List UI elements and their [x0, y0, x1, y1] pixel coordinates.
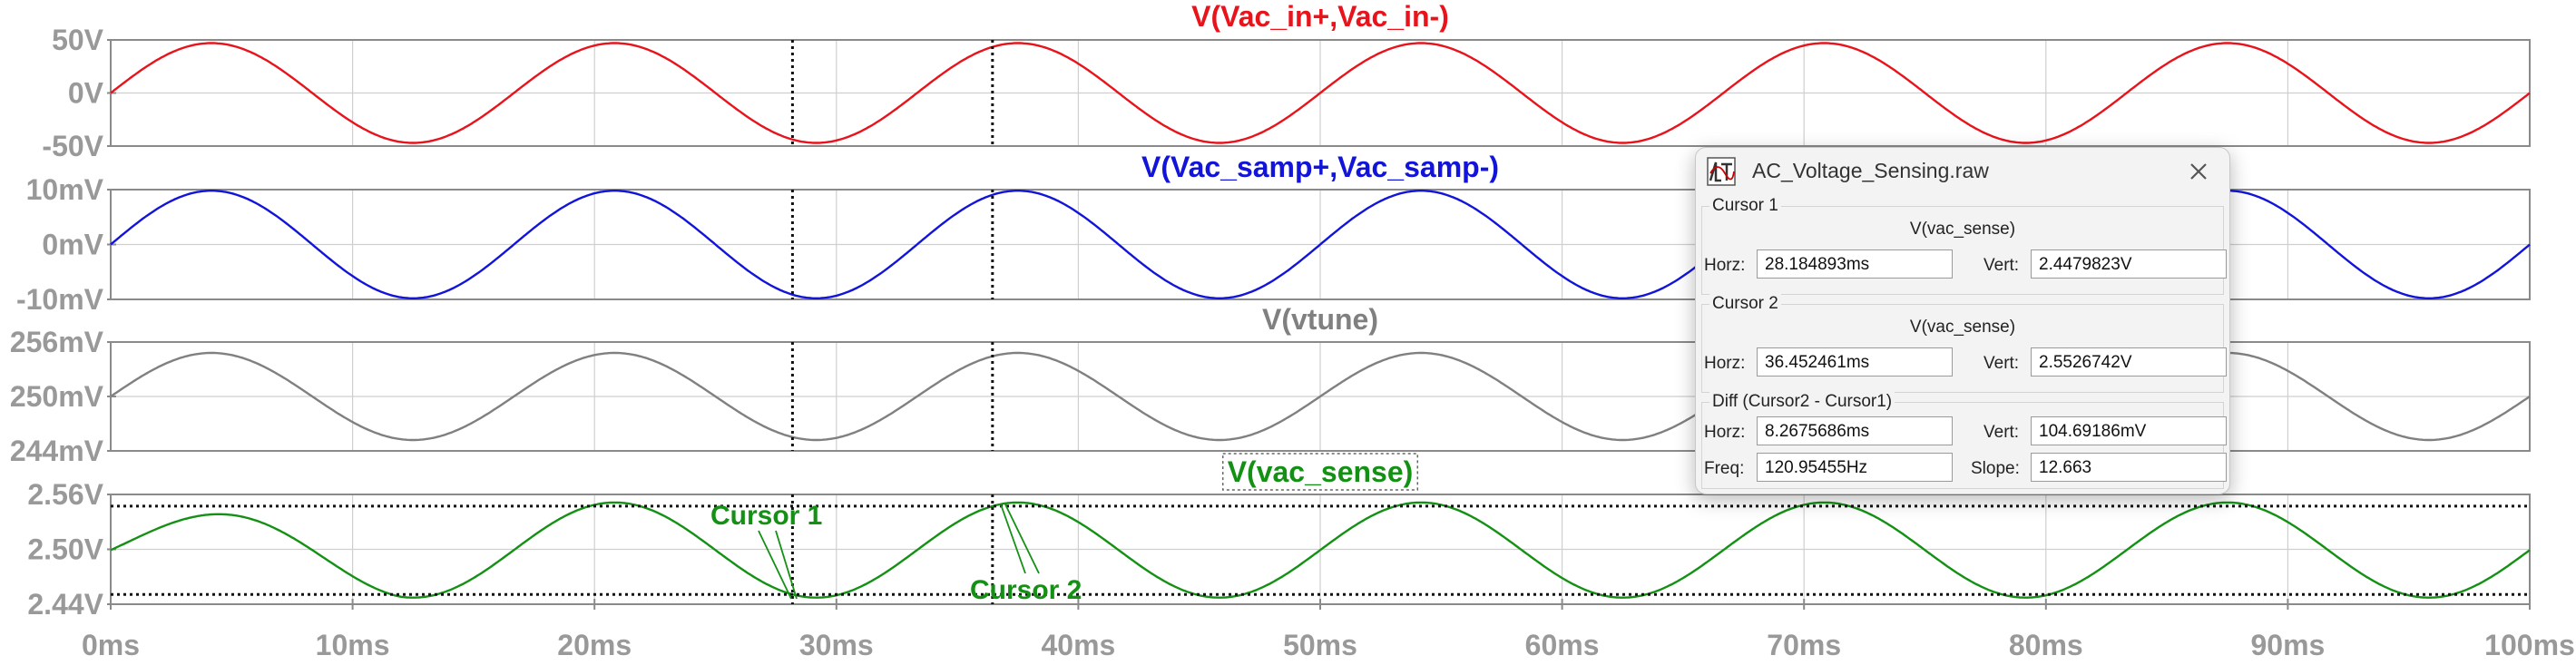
y-tick-label: 2.56V	[27, 478, 103, 511]
y-tick-label: 244mV	[10, 435, 104, 467]
y-tick-label: -10mV	[16, 283, 104, 316]
x-tick-label: 10ms	[316, 629, 390, 661]
trace-title: V(Vac_samp+,Vac_samp-)	[1141, 151, 1499, 183]
cursor1-horz-field[interactable]: 28.184893ms	[1757, 249, 1953, 279]
cursor1-vert-label: Vert:	[1983, 256, 2020, 275]
cursor-2-pointer	[1004, 504, 1040, 574]
cursor1-signal: V(vac_sense)	[1909, 220, 2016, 239]
cursor2-horz-field[interactable]: 36.452461ms	[1757, 347, 1953, 377]
diff-group: Diff (Cursor2 - Cursor1) Horz: 8.2675686…	[1701, 392, 2227, 489]
diff-slope-label: Slope:	[1971, 459, 2020, 478]
diff-freq-label: Freq:	[1704, 459, 1745, 478]
y-tick-label: 256mV	[10, 326, 104, 358]
cursor-1-pointer	[775, 530, 798, 600]
x-tick-label: 80ms	[2009, 629, 2083, 661]
y-tick-label: 2.50V	[27, 533, 103, 566]
cursor1-group-label: Cursor 1	[1709, 196, 1781, 216]
cursor2-vert-label: Vert:	[1983, 354, 2020, 373]
dialog-titlebar[interactable]: AC_Voltage_Sensing.raw	[1696, 148, 2229, 195]
cursor-2-annotation: Cursor 2	[970, 575, 1082, 605]
diff-slope-field[interactable]: 12.663	[2031, 453, 2227, 482]
y-tick-label: 10mV	[26, 173, 104, 206]
x-tick-label: 50ms	[1283, 629, 1357, 661]
cursor1-vert-field[interactable]: 2.4479823V	[2031, 249, 2227, 279]
ltspice-app-icon	[1707, 157, 1736, 186]
cursor2-signal: V(vac_sense)	[1909, 318, 2016, 337]
x-tick-label: 0ms	[82, 629, 140, 661]
y-tick-label: 0mV	[42, 229, 103, 261]
cursor2-group: Cursor 2 V(vac_sense) Horz: 36.452461ms …	[1701, 294, 2227, 393]
x-tick-label: 100ms	[2484, 629, 2575, 661]
waveform-trace	[110, 42, 2531, 144]
y-tick-label: 250mV	[10, 380, 104, 413]
x-tick-label: 40ms	[1041, 629, 1115, 661]
x-tick-label: 60ms	[1525, 629, 1600, 661]
trace-title: V(vac_sense)	[1228, 455, 1414, 488]
x-tick-label: 20ms	[557, 629, 632, 661]
cursor1-horz-label: Horz:	[1704, 256, 1746, 275]
cursor2-horz-label: Horz:	[1704, 354, 1746, 373]
trace-title-box	[1221, 453, 1419, 491]
cursor-2-pointer	[1000, 504, 1026, 574]
diff-horz-label: Horz:	[1704, 423, 1746, 442]
x-tick-label: 30ms	[799, 629, 874, 661]
diff-group-label: Diff (Cursor2 - Cursor1)	[1709, 392, 1895, 412]
diff-horz-field[interactable]: 8.2675686ms	[1757, 416, 1953, 445]
y-tick-label: 0V	[68, 77, 104, 110]
cursor-1-annotation: Cursor 1	[710, 501, 822, 531]
y-tick-label: 50V	[52, 24, 104, 56]
cursor2-vert-field[interactable]: 2.5526742V	[2031, 347, 2227, 377]
cursor-dialog[interactable]: AC_Voltage_Sensing.raw Cursor 1 V(vac_se…	[1695, 147, 2230, 494]
trace-title: V(Vac_in+,Vac_in-)	[1191, 0, 1449, 33]
cursor2-group-label: Cursor 2	[1709, 294, 1781, 314]
x-tick-label: 70ms	[1767, 629, 1841, 661]
close-icon[interactable]	[2180, 153, 2217, 190]
diff-vert-field[interactable]: 104.69186mV	[2031, 416, 2227, 445]
trace-title: V(vtune)	[1262, 303, 1378, 336]
diff-freq-field[interactable]: 120.95455Hz	[1757, 453, 1953, 482]
x-tick-label: 90ms	[2250, 629, 2325, 661]
dialog-title: AC_Voltage_Sensing.raw	[1752, 159, 1989, 182]
y-tick-label: -50V	[42, 130, 103, 162]
cursor1-group: Cursor 1 V(vac_sense) Horz: 28.184893ms …	[1701, 196, 2227, 295]
diff-vert-label: Vert:	[1983, 423, 2020, 442]
y-tick-label: 2.44V	[27, 588, 103, 621]
cursor-1-pointer	[758, 530, 792, 600]
waveform-trace	[110, 501, 2531, 599]
